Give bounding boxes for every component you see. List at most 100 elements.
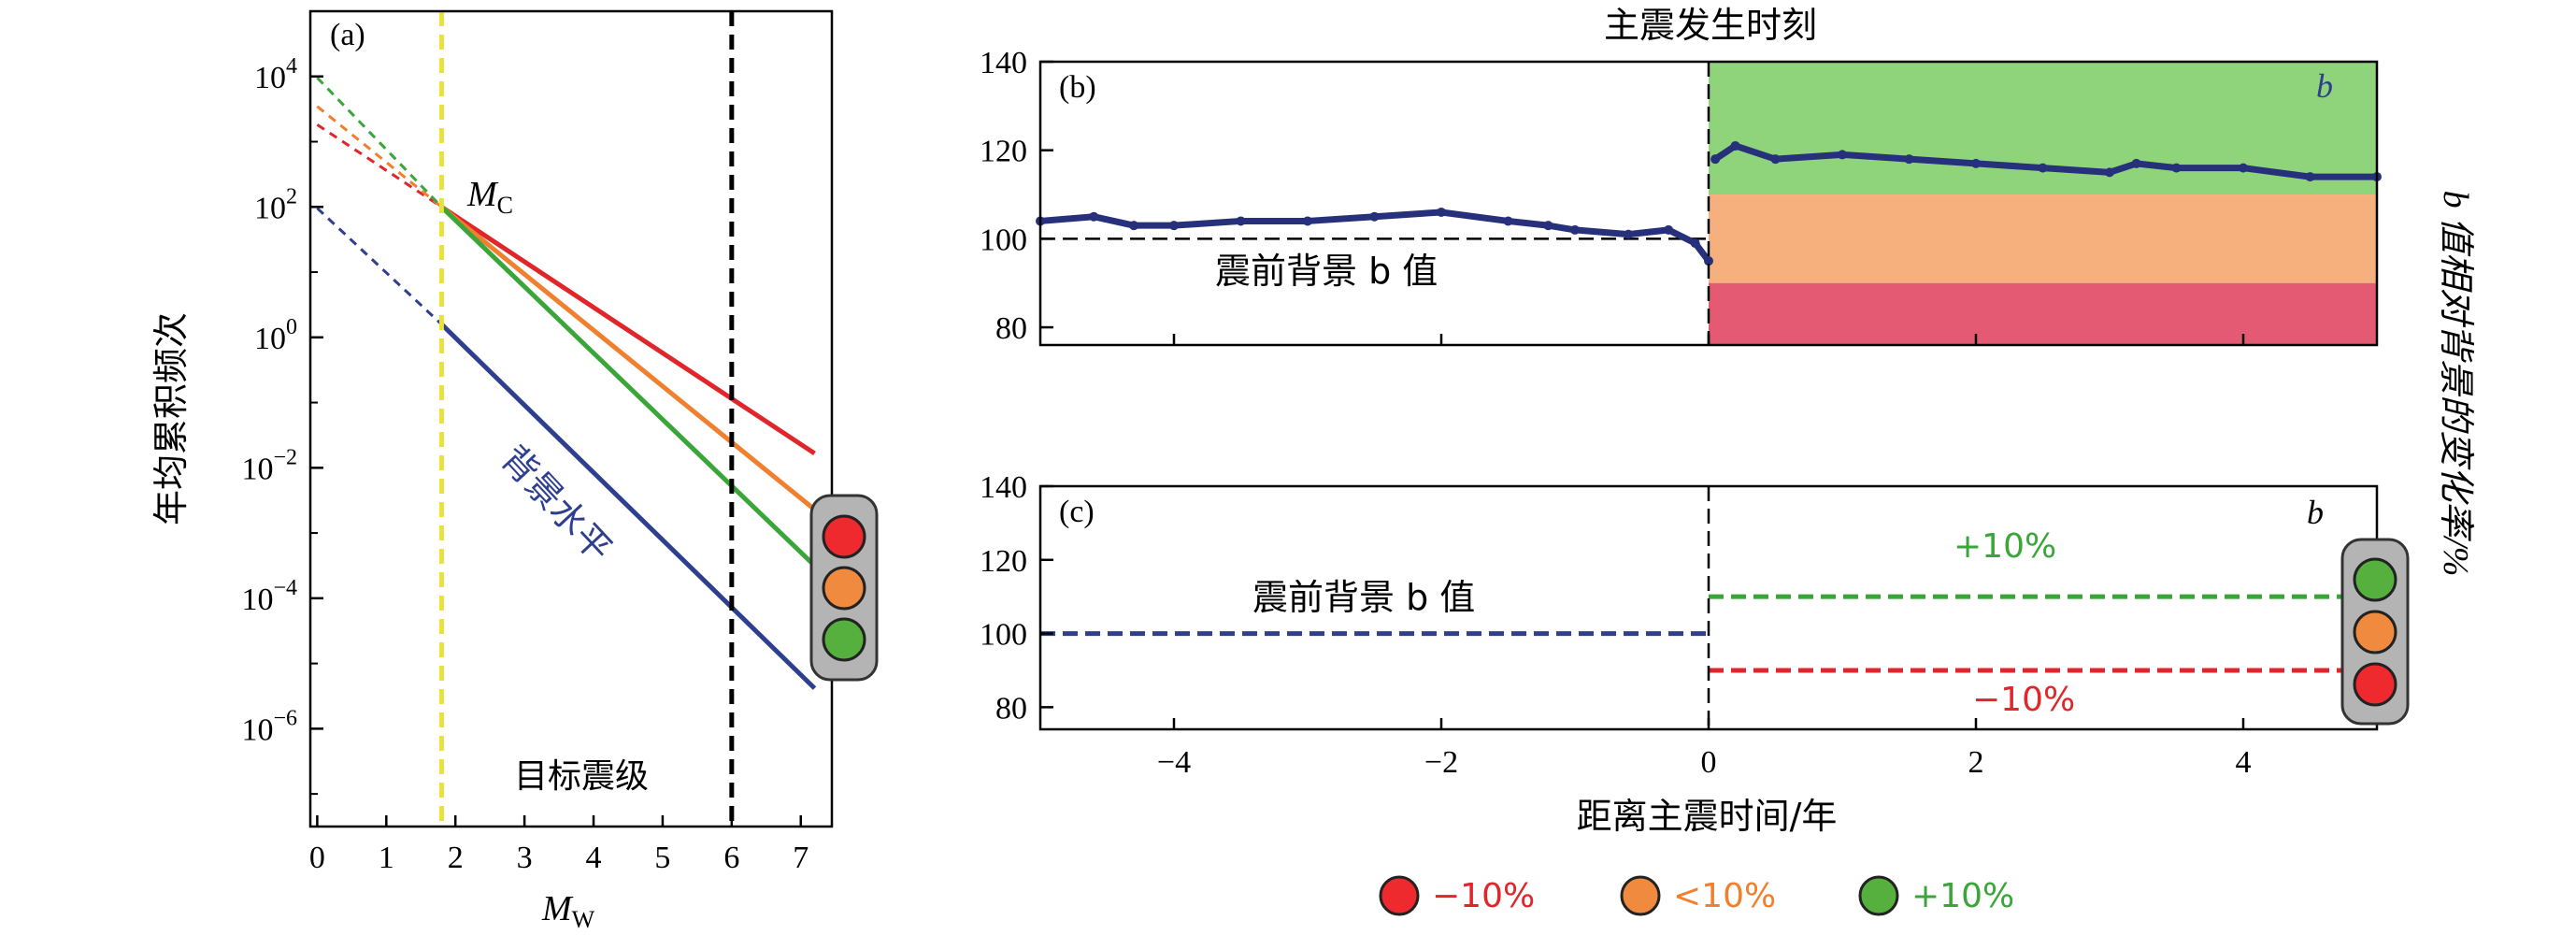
legend-red-icon — [1379, 875, 1420, 916]
x-tick-label: 5 — [654, 841, 670, 875]
legend-red-label: −10% — [1432, 877, 1535, 915]
bvalue-segment — [1571, 226, 1632, 238]
traffic-light-c — [2340, 538, 2410, 726]
bvalue-segment — [1772, 151, 1846, 163]
bvalue-segment — [1304, 213, 1378, 224]
panel-a-frame — [308, 9, 834, 828]
panel-a-x-label: MW — [541, 889, 595, 933]
panel-b-label: (b) — [1059, 70, 1096, 105]
y-tick-label: 120 — [980, 135, 1027, 169]
gr-line-extrapolated-red — [316, 123, 443, 209]
bvalue-segment — [2106, 160, 2140, 176]
legend-orange-icon — [1620, 875, 1661, 916]
bvalue-point — [1704, 256, 1713, 266]
bvalue-segment — [1906, 155, 1980, 167]
x-tick-label: 6 — [723, 841, 739, 875]
mc-label: MC — [466, 175, 513, 219]
bvalue-segment — [1037, 213, 1097, 224]
traffic-light-a — [809, 494, 879, 682]
gr-line-extrapolated-blue — [316, 207, 443, 325]
target-magnitude-label: 目标震级 — [514, 757, 649, 796]
panel-c-annotation: 震前背景 b 值 — [1252, 577, 1475, 618]
y-tick-label: 100 — [980, 223, 1027, 257]
gr-line-green — [439, 205, 817, 568]
gr-line-extrapolated-orange — [316, 105, 443, 209]
y-tick-label: 104 — [254, 54, 297, 95]
panel-b-x-ticks — [1172, 334, 2245, 345]
minus-10-label: −10% — [1972, 681, 2075, 719]
red-light-icon — [822, 514, 866, 559]
x-tick-label: −4 — [1157, 745, 1191, 780]
panel-a-y-axis: 104 102 100 10−2 10−4 10−6 — [241, 54, 323, 796]
panel-c-y-axis: 80 100 120 140 — [980, 470, 1053, 726]
zone-zone_pink — [1709, 282, 2377, 345]
green-light-icon — [822, 617, 866, 662]
x-tick-label: 4 — [586, 841, 602, 875]
y-tick-label: 140 — [980, 470, 1027, 505]
shared-y-label: b 值相对背景的变化率/% — [2436, 191, 2475, 577]
x-tick-label: 7 — [793, 841, 809, 875]
x-tick-label: 2 — [448, 841, 464, 875]
x-tick-label: 1 — [379, 841, 394, 875]
bvalue-segment — [1732, 142, 1779, 163]
panel-a-y-label: 年均累积频次 — [150, 312, 192, 525]
gr-line-red — [440, 205, 816, 456]
bvalue-segment — [2240, 165, 2313, 180]
y-tick-label: 100 — [254, 315, 297, 356]
y-tick-label: 80 — [995, 691, 1027, 726]
legend-green-icon — [1858, 875, 1899, 916]
x-tick-label: 0 — [1701, 745, 1717, 780]
bvalue-segment — [1839, 151, 1912, 163]
panel-c-b-label: b — [2307, 494, 2324, 531]
zone-zone_orange — [1709, 194, 2377, 283]
bvalue-segment — [1090, 213, 1138, 229]
panel-a-lines — [316, 77, 817, 690]
y-tick-label: 10−6 — [241, 706, 297, 747]
plus-10-label: +10% — [1953, 527, 2056, 566]
bvalue-segment — [1438, 209, 1511, 224]
panel-b-annotation: 震前背景 b 值 — [1215, 251, 1438, 292]
legend-green-label: +10% — [1911, 877, 2014, 915]
x-tick-label: 0 — [309, 841, 325, 875]
x-tick-label: 3 — [517, 841, 533, 875]
panel-b-b-label: b — [2316, 67, 2333, 105]
orange-light-icon — [822, 566, 866, 611]
panel-a: 0 1 2 3 4 5 6 7 104 102 100 10−2 10−4 10−6 (a) MC 目标… — [150, 9, 879, 933]
y-tick-label: 102 — [254, 184, 297, 225]
panel-a-label: (a) — [330, 18, 365, 52]
panel-b-zones — [1709, 62, 2377, 345]
panel-a-x-axis: 0 1 2 3 4 5 6 7 — [309, 815, 809, 875]
y-tick-label: 120 — [980, 544, 1027, 579]
bvalue-segment — [1624, 226, 1672, 238]
panel-c-x-axis: −4 −2 0 2 4 — [1157, 718, 2252, 780]
mainshock-time-title: 主震发生时刻 — [1604, 5, 1817, 46]
background-level-label: 背景水平 — [493, 438, 620, 569]
gr-line-blue — [439, 323, 817, 690]
panel-c-x-label: 距离主震时间/年 — [1577, 796, 1838, 837]
panel-b-bvalue-series — [1036, 140, 2382, 266]
bvalue-segment — [1505, 217, 1552, 229]
bvalue-segment — [2133, 160, 2180, 172]
orange-light-icon — [2353, 610, 2397, 654]
bvalue-segment — [1371, 209, 1445, 221]
x-tick-label: 2 — [1968, 745, 1984, 780]
panel-b-y-axis: 80 100 120 140 — [980, 46, 1053, 346]
legend-orange-label: <10% — [1673, 877, 1776, 915]
y-tick-label: 100 — [980, 618, 1027, 653]
y-tick-label: 80 — [995, 311, 1027, 346]
bvalue-segment — [2039, 165, 2113, 176]
panel-c-label: (c) — [1059, 495, 1095, 529]
green-light-icon — [2353, 557, 2397, 602]
x-tick-label: 4 — [2236, 745, 2252, 780]
bvalue-segment — [1665, 226, 1699, 247]
bvalue-segment — [1170, 217, 1244, 229]
x-tick-label: −2 — [1424, 745, 1458, 780]
gr-line-orange — [439, 205, 817, 511]
gr-line-extrapolated-green — [316, 77, 443, 209]
y-tick-label: 10−2 — [241, 445, 297, 486]
bvalue-segment — [1972, 160, 2046, 172]
panel-b: 80 100 120 140 (b) 主震发生时刻 b 震前背景 b 值 — [980, 5, 2382, 347]
y-tick-label: 140 — [980, 46, 1027, 80]
